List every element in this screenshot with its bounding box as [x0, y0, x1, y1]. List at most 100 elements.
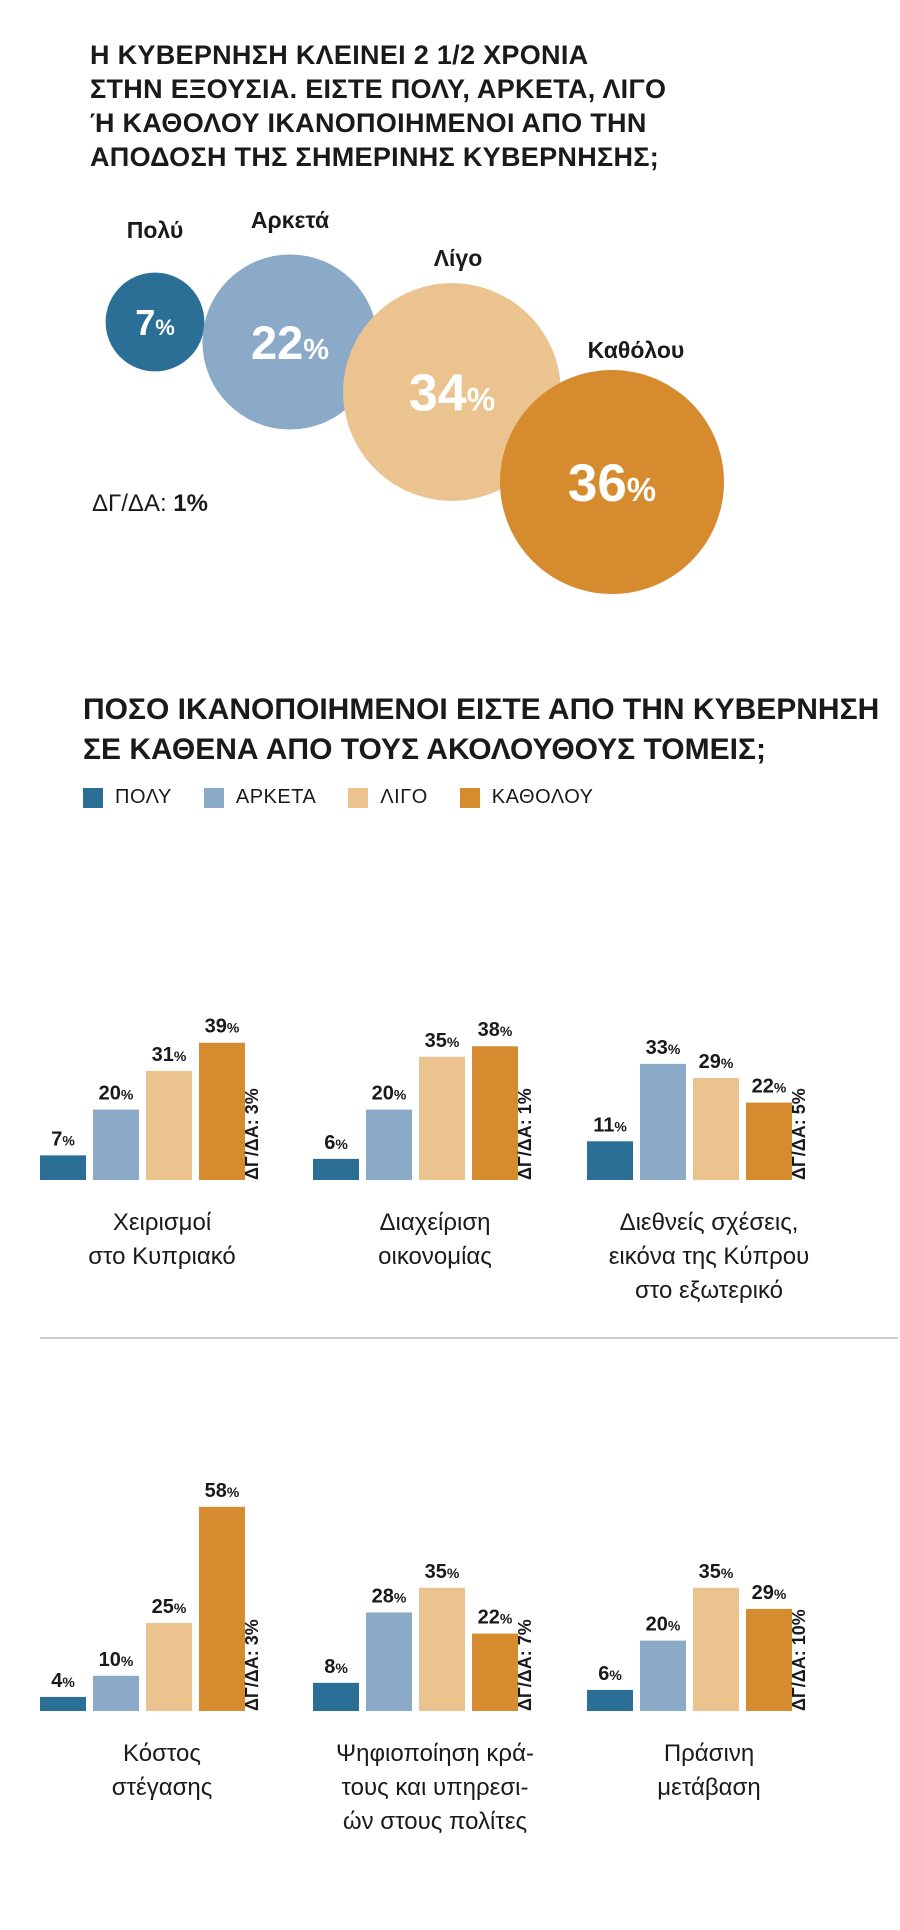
title-line: ΑΠΟΔΟΣΗ ΤΗΣ ΣΗΜΕΡΙΝΗΣ ΚΥΒΕΡΝΗΣΗΣ;: [90, 142, 660, 172]
bar-dk-label: ΔΓ/ΔΑ: 3%: [242, 1619, 262, 1711]
bubble-value-label: 34%: [409, 365, 495, 423]
bar-dk-label: ΔΓ/ΔΑ: 10%: [789, 1609, 809, 1711]
bar-value-label: 11%: [593, 1114, 627, 1136]
legend: ΠΟΛΥ ΑΡΚΕΤΑ ΛΙΓΟ ΚΑΘΟΛΟΥ: [83, 786, 626, 809]
bubble-1: [202, 254, 378, 430]
bar: [93, 1675, 139, 1711]
legend-swatch: [83, 787, 103, 808]
bubble-category-label: Καθόλου: [588, 337, 685, 363]
bubble-category-label: Λίγο: [434, 245, 483, 271]
bar-group-0: 7% 20% 31% 39% ΔΓ/ΔΑ: 3% Χειρισμοί στο Κυπριακ…: [40, 1016, 262, 1270]
bar-dk-label: ΔΓ/ΔΑ: 1%: [515, 1088, 535, 1180]
chart-title-1: Η ΚΥΒΕΡΝΗΣΗ ΚΛΕΙΝΕΙ 2 1/2 ΧΡΟΝΙΑ ΣΤΗΝ ΕΞ…: [90, 38, 730, 174]
bar-group-label: οικονομίας: [378, 1243, 492, 1270]
bar-group-label: τους και υπηρεσι-: [342, 1774, 529, 1801]
legend-label: ΛΙΓΟ: [380, 786, 428, 808]
bar-group-2: 11% 33% 29% 22%ΔΓ/ΔΑ: 5% Διεθνείς σχέσεις, ει…: [587, 1037, 809, 1304]
bar: [640, 1640, 686, 1711]
bar: [40, 1696, 86, 1711]
bar-value-label: 38%: [478, 1019, 513, 1041]
row-divider: [40, 1337, 898, 1339]
bar-value-label: 7%: [51, 1128, 75, 1150]
bar-group-label: Διαχείριση: [379, 1209, 490, 1236]
bar-value-label: 31%: [152, 1044, 187, 1066]
bar-value-label: 35%: [699, 1561, 734, 1583]
legend-label: ΑΡΚΕΤΑ: [235, 786, 317, 808]
bar-group-label: ών στους πολίτες: [343, 1808, 527, 1835]
bar-value-label: 4%: [51, 1670, 75, 1692]
bar-value-label: 25%: [152, 1596, 187, 1618]
bar-value-label: 6%: [598, 1663, 622, 1685]
bar: [640, 1063, 686, 1180]
bar-group-label: εικόνα της Κύπρου: [609, 1243, 810, 1270]
bar: [746, 1102, 792, 1180]
bar-dk-label: ΔΓ/ΔΑ: 3%: [242, 1088, 262, 1180]
bar: [472, 1633, 518, 1711]
bar-group-label: Πράσινη: [664, 1740, 754, 1767]
bar-value-label: 33%: [646, 1037, 681, 1059]
legend-item-ligo: ΛΙΓΟ: [348, 786, 428, 809]
bar: [366, 1612, 412, 1711]
bar-dk-label: ΔΓ/ΔΑ: 5%: [789, 1088, 809, 1180]
bar-value-label: 8%: [324, 1656, 348, 1678]
bar-value-label: 39%: [205, 1016, 240, 1038]
bar-group-1: 6% 20% 35% 38% ΔΓ/ΔΑ: 1% Διαχείριση οικονομίας: [313, 1019, 535, 1270]
legend-swatch: [203, 787, 224, 808]
bubble-value-label: 36%: [568, 454, 656, 513]
bubble-dk-note: ΔΓ/ΔΑ: 1%: [92, 490, 208, 518]
legend-label: ΚΑΘΟΛΟΥ: [491, 786, 594, 808]
title-line: ΠΟΣΟ ΙΚΑΝΟΠΟΙΗΜΕΝΟΙ ΕΙΣΤΕ ΑΠΟ ΤΗΝ ΚΥΒΕΡΝ…: [83, 693, 880, 726]
chart-title-2: ΠΟΣΟ ΙΚΑΝΟΠΟΙΗΜΕΝΟΙ ΕΙΣΤΕ ΑΠΟ ΤΗΝ ΚΥΒΕΡΝ…: [83, 690, 883, 770]
bar: [199, 1042, 245, 1180]
bar-value-label: 29%: [699, 1051, 734, 1073]
bar-value-label: 22%: [752, 1076, 787, 1098]
title-line: Η ΚΥΒΕΡΝΗΣΗ ΚΛΕΙΝΕΙ 2 1/2 ΧΡΟΝΙΑ: [90, 40, 589, 70]
bar-group-label: στέγασης: [112, 1774, 213, 1801]
bar: [472, 1046, 518, 1180]
bar-value-label: 35%: [425, 1561, 460, 1583]
title-line: Ή ΚΑΘΟΛΟΥ ΙΚΑΝΟΠΟΙΗΜΕΝΟΙ ΑΠΟ ΤΗΝ: [90, 108, 647, 138]
bar-group-3: 4% 10% 25% 58% ΔΓ/ΔΑ: 3% Κόστος στέγασης: [40, 1480, 262, 1801]
bar: [746, 1608, 792, 1711]
bubble-value-label: 7%: [135, 302, 175, 343]
legend-item-arketa: ΑΡΚΕΤΑ: [203, 786, 317, 809]
bar-group-label: Διεθνείς σχέσεις,: [620, 1209, 799, 1236]
bar-value-label: 20%: [372, 1083, 407, 1105]
bar: [587, 1689, 633, 1711]
bar: [199, 1506, 245, 1711]
bar-value-label: 10%: [99, 1649, 134, 1671]
bar-value-label: 28%: [372, 1585, 407, 1607]
bar: [93, 1109, 139, 1180]
title-line: ΣΤΗΝ ΕΞΟΥΣΙΑ. ΕΙΣΤΕ ΠΟΛΥ, ΑΡΚΕΤΑ, ΛΙΓΟ: [90, 74, 667, 104]
bubble-value-label: 22%: [251, 316, 329, 369]
bar: [419, 1587, 465, 1711]
dk-value: 1%: [173, 490, 208, 517]
bubble-category-label: Πολύ: [127, 217, 184, 243]
bar-group-label: στο Κυπριακό: [88, 1243, 236, 1270]
legend-swatch: [348, 787, 369, 808]
bar: [313, 1682, 359, 1711]
bar: [313, 1158, 359, 1180]
legend-item-poly: ΠΟΛΥ: [83, 786, 172, 809]
bar-dk-label: ΔΓ/ΔΑ: 7%: [515, 1619, 535, 1711]
bar: [693, 1587, 739, 1711]
bar-value-label: 22%: [478, 1607, 513, 1629]
bar: [587, 1141, 633, 1180]
bar: [40, 1155, 86, 1180]
legend-swatch: [459, 787, 480, 808]
bubble-chart: 7% Πολύ 22% Αρκετά 34% Λίγο 36% Καθόλου: [105, 207, 724, 594]
bar: [146, 1623, 192, 1711]
bar-group-4: 8% 28% 35% 22%ΔΓ/ΔΑ: 7% Ψηφιοποίηση κρά-τους…: [313, 1561, 535, 1835]
legend-label: ΠΟΛΥ: [115, 786, 172, 808]
bar: [419, 1056, 465, 1180]
legend-item-katholou: ΚΑΘΟΛΟΥ: [459, 786, 594, 809]
bar-group-label: Κόστος: [123, 1740, 201, 1767]
bar-value-label: 29%: [752, 1582, 787, 1604]
bar-group-label: Ψηφιοποίηση κρά-: [336, 1740, 534, 1767]
bar-value-label: 6%: [324, 1132, 348, 1154]
bar: [146, 1070, 192, 1180]
bar: [366, 1109, 412, 1180]
bar-group-label: Χειρισμοί: [113, 1209, 212, 1236]
bubble-3: [500, 370, 724, 594]
